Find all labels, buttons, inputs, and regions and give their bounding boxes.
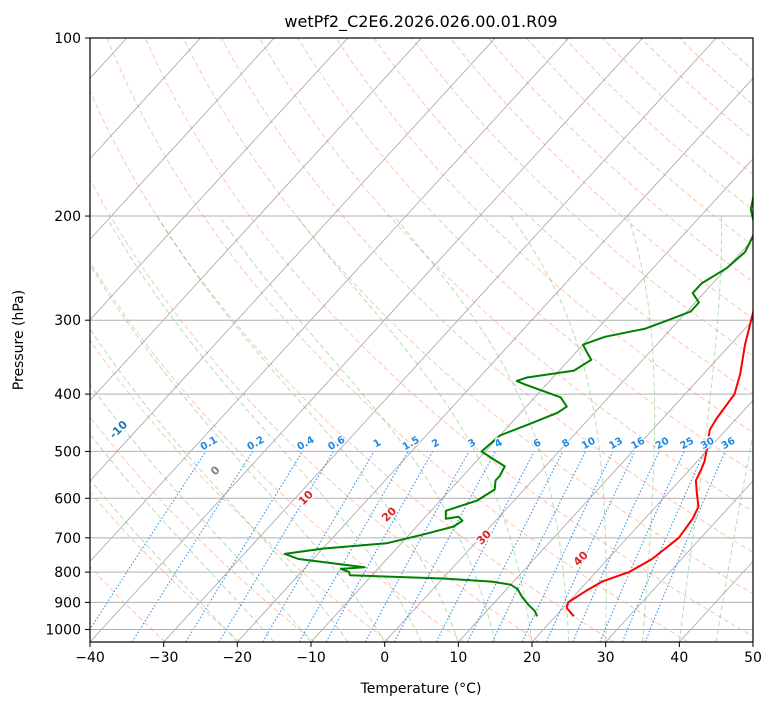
- x-tick-label: −30: [149, 650, 179, 666]
- y-tick-label: 500: [54, 444, 81, 460]
- x-axis-label: Temperature (°C): [360, 681, 482, 697]
- x-tick-label: 0: [380, 650, 389, 666]
- y-tick-label: 300: [54, 313, 81, 329]
- y-tick-label: 200: [54, 209, 81, 225]
- x-axis: −40 −30 −20 −10 0 10 20 30 40 50: [75, 642, 762, 666]
- y-tick-label: 900: [54, 595, 81, 611]
- dry-adiabat: [755, 38, 775, 642]
- x-tick-label: 50: [744, 650, 762, 666]
- y-tick-label: 800: [54, 565, 81, 581]
- y-tick-label: 400: [54, 387, 81, 403]
- x-tick-label: 40: [670, 650, 688, 666]
- y-axis: 100 200 300 400 500 600 700 800 900 1000: [45, 31, 90, 638]
- y-tick-label: 100: [54, 31, 81, 47]
- x-tick-label: −20: [223, 650, 253, 666]
- y-axis-label: Pressure (hPa): [11, 290, 27, 390]
- y-tick-label: 1000: [45, 622, 81, 638]
- y-tick-label: 600: [54, 491, 81, 507]
- x-tick-label: −40: [75, 650, 105, 666]
- plot-area: [90, 38, 753, 642]
- y-tick-label: 700: [54, 531, 81, 547]
- x-tick-label: 20: [523, 650, 541, 666]
- x-tick-label: 10: [449, 650, 467, 666]
- chart-title: wetPf2_C2E6.2026.026.00.01.R09: [284, 12, 557, 32]
- isotherm: [753, 38, 775, 642]
- x-tick-label: −10: [296, 650, 326, 666]
- x-tick-label: 30: [597, 650, 615, 666]
